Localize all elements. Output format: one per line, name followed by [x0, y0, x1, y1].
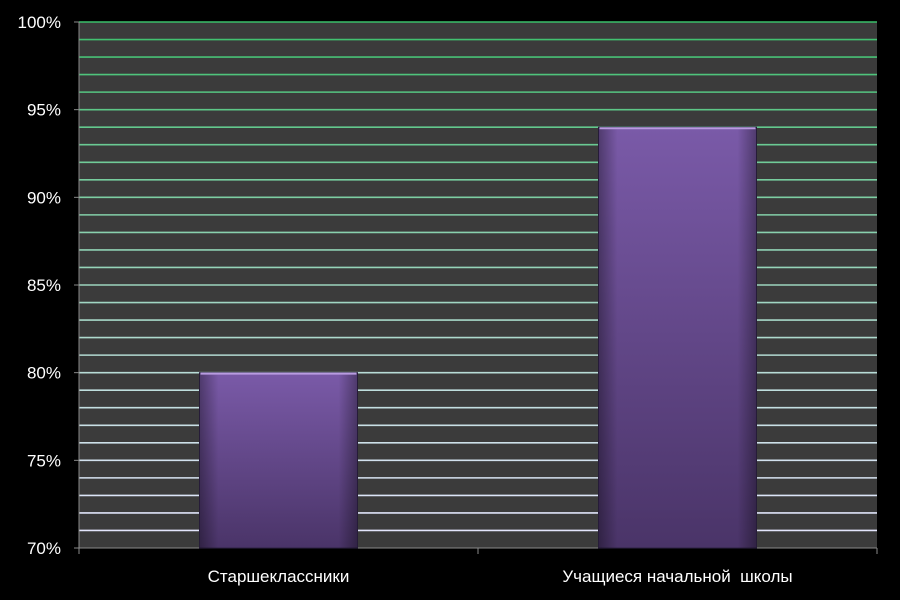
- bars: [199, 126, 757, 549]
- bar-shading: [199, 372, 358, 548]
- y-tick-label: 70%: [27, 539, 61, 558]
- x-category-label: Старшеклассники: [208, 567, 350, 586]
- y-tick-label: 80%: [27, 364, 61, 383]
- y-tick-label: 90%: [27, 188, 61, 207]
- y-tick-label: 75%: [27, 451, 61, 470]
- axis-labels: 70% 75% 80% 85% 90% 95% 100% Старшеклассники Уча…: [18, 13, 793, 586]
- y-tick-label: 85%: [27, 276, 61, 295]
- x-category-label: Учащиеся начальной школы: [562, 567, 792, 586]
- bar-group: [199, 372, 358, 549]
- y-tick-label: 100%: [18, 13, 61, 32]
- y-tick-label: 95%: [27, 101, 61, 120]
- bar-shading: [598, 127, 757, 548]
- bar-group: [598, 126, 757, 549]
